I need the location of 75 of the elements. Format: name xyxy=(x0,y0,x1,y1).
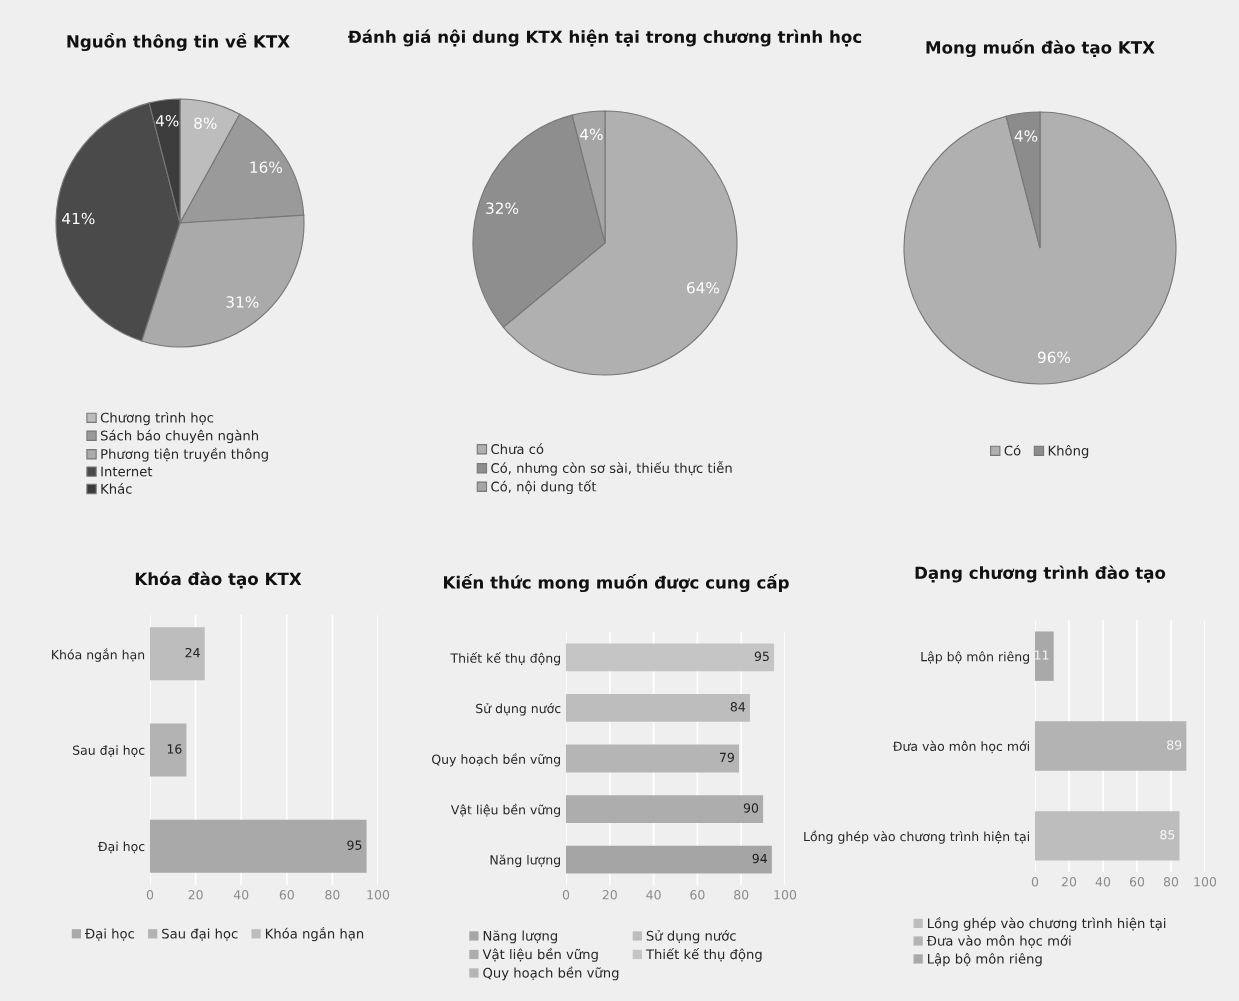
x-tick-label: 20 xyxy=(602,890,617,900)
legend-label: Có, nhưng còn sơ sài, thiếu thực tiễn xyxy=(491,461,732,476)
y-tick-label: Khóa ngắn hạn xyxy=(52,648,145,662)
y-tick-label: Đại học xyxy=(97,841,145,854)
y-tick-label: Đưa vào môn học mới xyxy=(892,740,1029,754)
y-tick-label: Sau đại học xyxy=(72,745,145,758)
x-tick-label: 80 xyxy=(1163,877,1179,887)
legend-label: Đại học xyxy=(85,928,135,941)
x-tick-label: 0 xyxy=(1031,877,1039,887)
legend-label: Phương tiện truyền thông xyxy=(101,447,268,462)
data-label: 32% xyxy=(486,202,519,214)
chart-title: Mong muốn đào tạo KTX xyxy=(926,38,1155,58)
legend-label: Chưa có xyxy=(491,443,544,455)
x-tick-label: 100 xyxy=(1194,877,1217,887)
x-tick-label: 20 xyxy=(188,890,203,900)
data-label: 89 xyxy=(1167,740,1182,750)
chart-title: Kiến thức mong muốn được cung cấp xyxy=(444,573,789,593)
legend-label: Có, nội dung tốt xyxy=(491,480,597,495)
legend-label: Lồng ghép vào chương trình hiện tại xyxy=(928,916,1166,931)
data-label: 16 xyxy=(167,744,182,754)
data-label: 31% xyxy=(226,296,259,308)
legend-label: Không xyxy=(1048,444,1089,459)
y-tick-label: Sử dụng nước xyxy=(476,702,561,716)
data-label: 16% xyxy=(250,161,282,173)
y-tick-label: Lồng ghép vào chương trình hiện tại xyxy=(804,830,1029,844)
data-label: 79 xyxy=(719,752,734,763)
chart-title: Nguồn thông tin về KTX xyxy=(67,32,290,52)
y-tick-label: Thiết kế thụ động xyxy=(450,652,561,666)
x-tick-label: 0 xyxy=(146,890,154,900)
data-label: 24 xyxy=(185,647,200,658)
x-tick-label: 60 xyxy=(690,890,705,900)
y-tick-label: Năng lượng xyxy=(490,854,560,867)
data-label: 90 xyxy=(743,803,759,813)
x-tick-label: 40 xyxy=(233,890,249,900)
legend-label: Sau đại học xyxy=(162,928,238,941)
chart-title: Dạng chương trình đào tạo xyxy=(915,565,1166,583)
x-tick-label: 100 xyxy=(774,890,797,900)
data-label: 4% xyxy=(580,128,603,141)
legend-label: Sách báo chuyên ngành xyxy=(100,429,258,444)
y-tick-label: Vật liệu bền vững xyxy=(450,803,560,817)
x-tick-label: 60 xyxy=(1129,877,1145,887)
chart-title: Đánh giá nội dung KTX hiện tại trong chương trình học xyxy=(348,29,862,47)
data-label: 41% xyxy=(62,212,95,225)
legend-label: Thiết kế thụ động xyxy=(645,947,762,962)
data-label: 8% xyxy=(194,117,217,129)
chart-title: Khóa đào tạo KTX xyxy=(135,571,302,589)
x-tick-label: 20 xyxy=(1061,877,1077,887)
data-label: 85 xyxy=(1160,830,1175,840)
data-label: 95 xyxy=(754,651,769,662)
legend-label: Sử dụng nước xyxy=(646,929,736,944)
pie-slice xyxy=(903,111,1177,385)
legend-label: Khóa ngắn hạn xyxy=(265,926,364,942)
x-tick-label: 100 xyxy=(367,890,390,900)
data-label: 4% xyxy=(1014,130,1038,142)
x-tick-label: 80 xyxy=(734,890,749,900)
x-tick-label: 40 xyxy=(1095,877,1111,887)
data-label: 84 xyxy=(730,702,746,712)
legend-label: Internet xyxy=(101,466,153,477)
x-tick-label: 60 xyxy=(279,890,294,900)
y-tick-label: Lập bộ môn riêng xyxy=(921,651,1029,664)
y-tick-label: Quy hoạch bền vững xyxy=(432,753,560,767)
legend-label: Có xyxy=(1004,444,1021,456)
legend-label: Khác xyxy=(101,483,132,494)
x-tick-label: 80 xyxy=(325,890,340,900)
data-label: 94 xyxy=(752,853,767,864)
data-label: 4% xyxy=(155,115,179,127)
data-label: 95 xyxy=(347,840,362,850)
legend-label: Đưa vào môn học mới xyxy=(926,935,1071,949)
legend-label: Lập bộ môn riêng xyxy=(928,952,1042,967)
x-tick-label: 40 xyxy=(646,890,661,900)
data-label: 96% xyxy=(1037,351,1071,364)
x-tick-label: 0 xyxy=(562,890,570,900)
data-label: 64% xyxy=(687,281,720,294)
data-label: 11 xyxy=(1035,650,1049,660)
legend-label: Chương trình học xyxy=(100,411,214,426)
